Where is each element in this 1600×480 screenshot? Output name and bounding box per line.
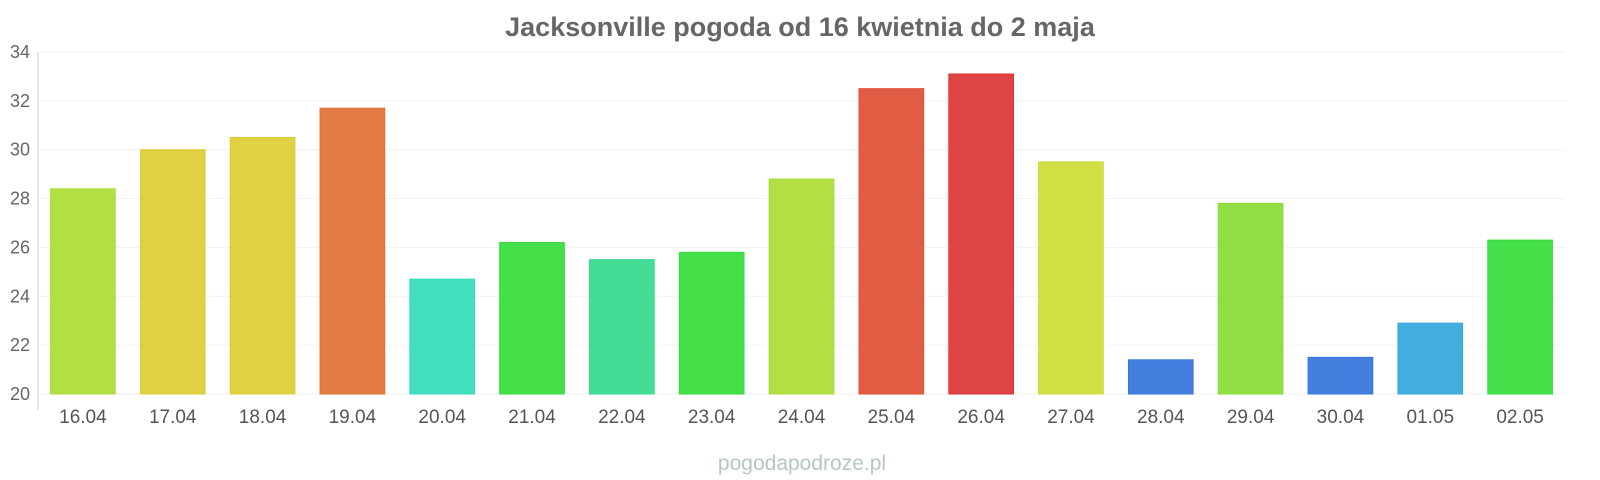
bar-28.04 [1127,359,1194,395]
bar-18.04 [229,137,296,395]
y-tick-label: 30 [10,140,30,160]
bar-25.04 [858,88,925,395]
bar-02.05 [1487,239,1553,395]
bar-19.04 [319,107,386,395]
x-tick-label: 20.04 [418,407,466,428]
bar-21.04 [499,242,565,395]
y-tick-label: 24 [10,286,30,306]
x-tick-label: 29.04 [1227,407,1275,428]
bar-29.04 [1217,202,1284,395]
x-tick-label: 30.04 [1317,407,1365,428]
bar-24.04 [768,178,835,395]
x-tick-label: 28.04 [1137,407,1185,428]
x-tick-label: 17.04 [149,407,197,428]
bar-23.04 [678,251,745,395]
y-axis-ticks: 20 22 24 26 28 30 32 34 [10,42,30,404]
x-tick-label: 18.04 [239,407,287,428]
bar-27.04 [1038,161,1104,395]
x-tick-label: 02.05 [1496,407,1544,428]
bar-26.04 [948,73,1014,395]
bar-20.04 [409,278,476,395]
x-tick-label: 01.05 [1406,407,1454,428]
x-tick-label: 26.04 [957,407,1005,428]
bar-30.04 [1307,356,1374,395]
y-tick-label: 28 [10,189,30,209]
x-tick-label: 27.04 [1047,407,1095,428]
bar-22.04 [589,259,655,395]
x-tick-label: 23.04 [688,407,736,428]
bar-17.04 [139,149,206,395]
x-tick-label: 22.04 [598,407,646,428]
y-tick-label: 22 [10,335,30,355]
x-axis-ticks: 16.04 17.04 18.04 19.04 20.04 21.04 22.04 23.04… [59,407,1544,428]
bar-16.04 [50,188,116,395]
chart-title: Jacksonville pogoda od 16 kwietnia do 2 … [505,12,1096,42]
y-tick-label: 34 [10,42,30,62]
x-tick-label: 25.04 [868,407,916,428]
y-tick-label: 32 [10,91,30,111]
y-tick-label: 20 [10,384,30,404]
watermark: pogodapodroze.pl [718,452,886,475]
bar-01.05 [1397,322,1464,395]
y-tick-label: 26 [10,237,30,257]
x-tick-label: 16.04 [59,407,107,428]
x-tick-label: 24.04 [778,407,826,428]
x-tick-label: 19.04 [329,407,377,428]
x-tick-label: 21.04 [508,407,556,428]
bars [50,73,1553,395]
